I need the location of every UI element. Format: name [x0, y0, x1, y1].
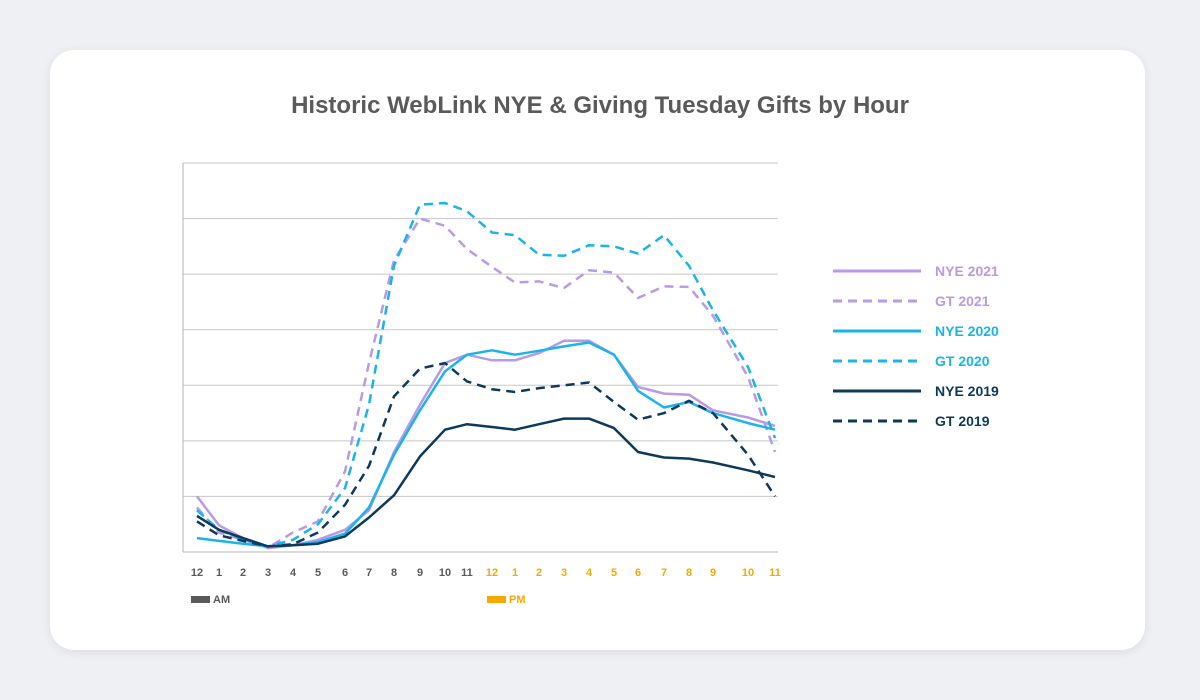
x-tick-label: 8 [391, 567, 397, 579]
x-tick-label: 7 [366, 567, 372, 579]
x-tick-label: 3 [265, 567, 271, 579]
x-tick-label: 2 [536, 567, 542, 579]
series-line [196, 417, 776, 548]
series-line [196, 341, 776, 548]
legend-label: GT 2021 [935, 293, 990, 309]
legend-label: GT 2020 [935, 353, 990, 369]
period-label: PM [509, 594, 526, 606]
x-tick-label: 2 [240, 567, 246, 579]
x-tick-label: 12 [191, 567, 203, 579]
x-tick-label: 6 [342, 567, 348, 579]
x-tick-label: 8 [686, 567, 692, 579]
x-tick-label: 5 [611, 567, 617, 579]
x-tick-label: 9 [417, 567, 423, 579]
legend-label: NYE 2021 [935, 263, 999, 279]
legend-label: NYE 2019 [935, 383, 999, 399]
series-line [196, 339, 776, 550]
x-tick-label: 9 [710, 567, 716, 579]
x-tick-label: 6 [635, 567, 641, 579]
chart-title: Historic WebLink NYE & Giving Tuesday Gi… [291, 92, 909, 119]
chart-card [50, 50, 1145, 650]
x-tick-label: 5 [315, 567, 321, 579]
series-line [196, 201, 777, 548]
x-tick-label: 12 [486, 567, 498, 579]
legend-label: NYE 2020 [935, 323, 999, 339]
x-tick-label: 10 [742, 567, 754, 579]
legend-label: GT 2019 [935, 413, 990, 429]
x-tick-label: 7 [661, 567, 667, 579]
x-tick-label: 1 [216, 567, 222, 579]
x-tick-label: 1 [512, 567, 518, 579]
x-tick-label: 4 [290, 567, 297, 579]
x-tick-label: 11 [769, 567, 781, 579]
x-tick-label: 4 [586, 567, 593, 579]
series-line [196, 217, 777, 549]
period-swatch [487, 596, 506, 603]
period-label: AM [213, 594, 230, 606]
x-tick-label: 10 [439, 567, 451, 579]
period-swatch [191, 596, 210, 603]
x-tick-label: 3 [561, 567, 567, 579]
series-line [196, 361, 777, 548]
x-tick-label: 11 [461, 567, 473, 579]
